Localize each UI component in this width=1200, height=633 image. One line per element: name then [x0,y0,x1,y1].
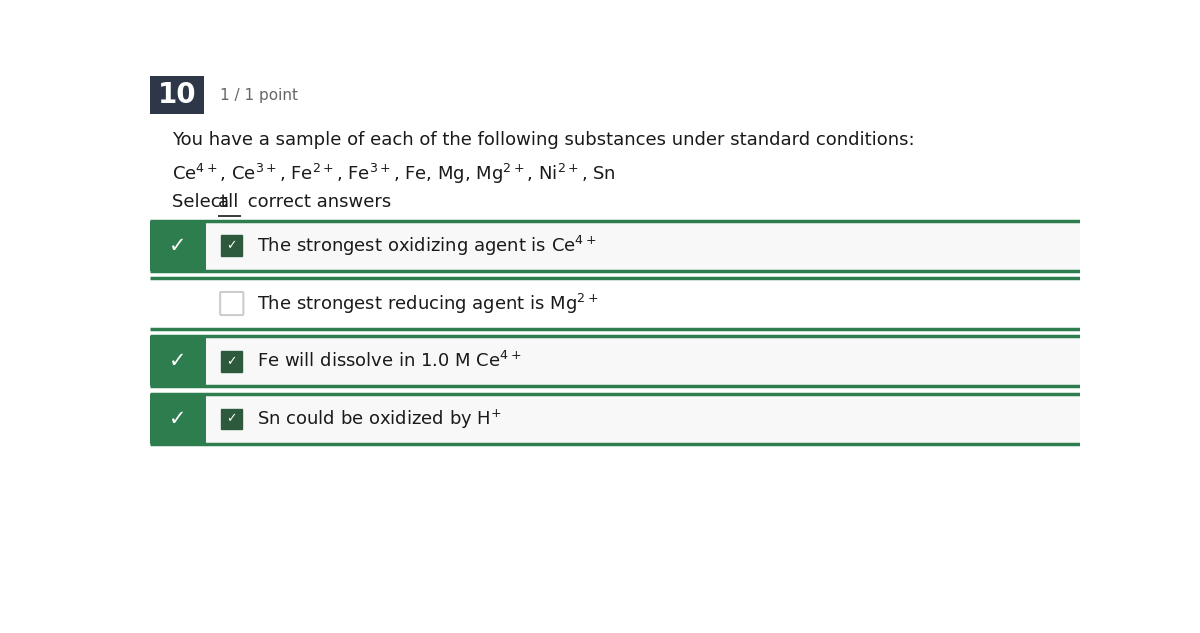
Text: ✓: ✓ [169,409,187,429]
Text: correct answers: correct answers [242,193,391,211]
Bar [221,408,242,429]
Bar [206,221,1080,271]
Text: ✓: ✓ [227,239,238,252]
Bar [150,221,206,271]
Text: 1 / 1 point: 1 / 1 point [220,88,298,103]
Text: Ce$^{4+}$, Ce$^{3+}$, Fe$^{2+}$, Fe$^{3+}$, Fe, Mg, Mg$^{2+}$, Ni$^{2+}$, Sn: Ce$^{4+}$, Ce$^{3+}$, Fe$^{2+}$, Fe$^{3+… [172,162,616,186]
Bar [221,235,242,256]
Text: Select: Select [172,193,233,211]
FancyBboxPatch shape [220,292,244,315]
Text: Sn could be oxidized by H$^{+}$: Sn could be oxidized by H$^{+}$ [257,408,502,430]
Text: The strongest reducing agent is Mg$^{2+}$: The strongest reducing agent is Mg$^{2+}… [257,291,599,315]
Text: ✓: ✓ [169,235,187,256]
Text: ✓: ✓ [227,413,238,425]
Bar [150,394,206,444]
Text: The strongest oxidizing agent is Ce$^{4+}$: The strongest oxidizing agent is Ce$^{4+… [257,234,596,258]
Text: Fe will dissolve in 1.0 M Ce$^{4+}$: Fe will dissolve in 1.0 M Ce$^{4+}$ [257,351,522,372]
Bar [206,336,1080,386]
Bar [206,394,1080,444]
Text: all: all [218,193,239,211]
Text: ✓: ✓ [227,354,238,368]
Bar [150,336,206,386]
Text: 10: 10 [158,81,197,110]
Bar [221,351,242,372]
Bar [150,76,204,115]
Text: ✓: ✓ [169,351,187,371]
Text: You have a sample of each of the following substances under standard conditions:: You have a sample of each of the followi… [172,132,914,149]
Bar [150,279,1080,329]
